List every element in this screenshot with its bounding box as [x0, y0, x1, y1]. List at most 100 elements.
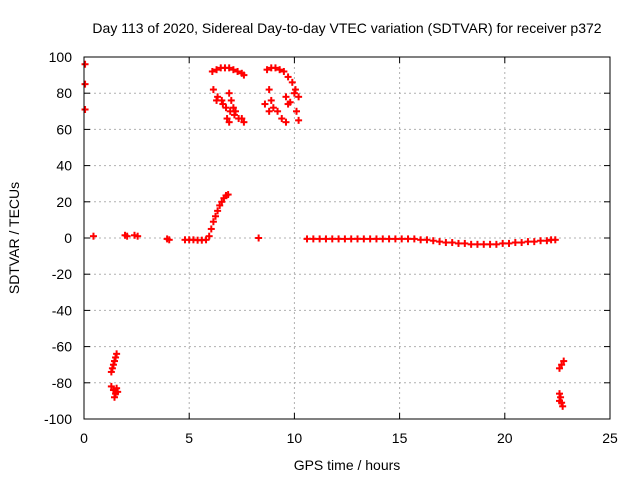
data-point [216, 201, 224, 209]
data-point [219, 100, 227, 108]
data-point [303, 235, 311, 243]
data-point [347, 235, 355, 243]
data-point [111, 393, 119, 401]
data-point [271, 64, 279, 72]
data-point [165, 236, 173, 244]
data-point [366, 235, 374, 243]
data-point [556, 390, 564, 398]
data-point [511, 239, 519, 247]
data-point [265, 86, 273, 94]
data-point [207, 225, 215, 233]
data-point [114, 388, 122, 396]
data-point [89, 232, 97, 240]
plot-frame [83, 56, 611, 420]
y-tick-label: -40 [52, 302, 72, 318]
data-point [108, 364, 116, 372]
data-point [240, 118, 248, 126]
data-point [113, 350, 121, 358]
data-point [372, 235, 380, 243]
data-point [295, 116, 303, 124]
data-point [335, 235, 343, 243]
data-point [225, 118, 233, 126]
data-point [123, 232, 131, 240]
data-point [109, 361, 117, 369]
data-point [417, 236, 425, 244]
data-point [524, 238, 532, 246]
data-point [505, 239, 513, 247]
data-point [557, 393, 565, 401]
data-point [214, 207, 222, 215]
data-point [291, 86, 299, 94]
data-point [379, 235, 387, 243]
data-point [265, 107, 273, 115]
data-point [410, 235, 418, 243]
data-point [486, 240, 494, 248]
y-tick-label: -80 [52, 375, 72, 391]
data-point [222, 104, 230, 112]
data-point [81, 80, 89, 88]
data-point [560, 357, 568, 365]
data-point [354, 235, 362, 243]
data-point [112, 353, 120, 361]
data-point [442, 239, 450, 247]
data-point [322, 235, 330, 243]
data-point [107, 382, 115, 390]
data-point [208, 67, 216, 75]
data-point [263, 66, 271, 74]
data-point [551, 236, 559, 244]
data-point [111, 357, 119, 365]
data-point [255, 234, 263, 242]
chart-title: Day 113 of 2020, Sidereal Day-to-day VTE… [92, 20, 601, 36]
data-point [309, 235, 317, 243]
data-point [212, 212, 219, 220]
data-point [556, 364, 564, 372]
data-point [224, 191, 232, 199]
data-point [398, 235, 406, 243]
data-point [480, 240, 488, 248]
data-point [284, 100, 292, 108]
data-point [267, 96, 275, 104]
data-point [214, 93, 222, 101]
data-point [290, 89, 298, 97]
y-tick-label: -60 [52, 339, 72, 355]
data-point [113, 384, 121, 392]
data-point [223, 115, 231, 123]
data-point [209, 218, 217, 226]
data-point [530, 238, 538, 246]
data-point [276, 66, 284, 74]
x-tick-label: 20 [497, 430, 513, 446]
data-point [282, 93, 290, 101]
data-point [391, 235, 399, 243]
data-point [202, 236, 210, 244]
data-point [341, 235, 349, 243]
data-point [293, 107, 301, 115]
data-point [385, 235, 393, 243]
data-point [448, 239, 456, 247]
data-point [269, 104, 277, 112]
data-point [213, 66, 221, 74]
data-point [240, 71, 248, 79]
data-point [467, 240, 475, 248]
data-point [238, 115, 246, 123]
y-axis-label: SDTVAR / TECUs [6, 182, 22, 294]
data-point [328, 235, 336, 243]
y-tick-label: 20 [56, 194, 72, 210]
y-tick-label: 100 [49, 49, 73, 65]
data-point [229, 66, 237, 74]
data-point [227, 96, 235, 104]
data-point [537, 237, 545, 245]
data-point [231, 107, 239, 115]
data-point [225, 89, 233, 97]
data-point [288, 78, 296, 86]
x-tick-label: 25 [602, 430, 618, 446]
data-point [558, 361, 566, 369]
data-point [436, 238, 444, 246]
x-tick-label: 5 [185, 430, 193, 446]
data-point [81, 60, 89, 68]
data-point [556, 397, 564, 405]
y-tick-label: 40 [56, 158, 72, 174]
data-point [225, 64, 233, 72]
data-point [218, 198, 226, 206]
data-point [134, 232, 142, 240]
